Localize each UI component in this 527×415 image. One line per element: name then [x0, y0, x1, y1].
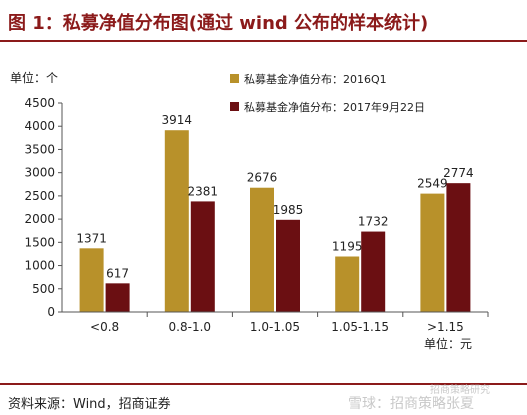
y-tick-label: 500: [32, 282, 55, 296]
x-tick-label: 0.8-1.0: [169, 320, 212, 334]
bar-chart: 单位：个 私募基金净值分布：2016Q1私募基金净值分布：2017年9月22日 …: [10, 70, 489, 351]
bar: [164, 130, 189, 312]
title-bar: 图 1：私募净值分布图(通过 wind 公布的样本统计): [0, 0, 527, 42]
legend-label: 私募基金净值分布：2016Q1: [244, 72, 387, 86]
data-label: 2549: [417, 177, 448, 191]
bar: [250, 187, 274, 312]
data-label: 1371: [76, 231, 107, 245]
y-tick-label: 2000: [24, 212, 55, 226]
x-tick-label: 1.05-1.15: [331, 320, 389, 334]
chart-title: 图 1：私募净值分布图(通过 wind 公布的样本统计): [8, 13, 429, 34]
bar: [335, 256, 360, 312]
bar: [190, 201, 215, 312]
bar: [79, 248, 104, 312]
x-tick-label: >1.15: [427, 320, 464, 334]
y-tick-label: 2500: [24, 189, 55, 203]
y-tick-label: 1000: [24, 259, 55, 273]
x-tick-label: <0.8: [90, 320, 119, 334]
data-label: 2676: [247, 171, 278, 185]
bar: [361, 231, 386, 312]
y-tick-label: 3000: [24, 166, 55, 180]
data-label: 2381: [188, 184, 219, 198]
watermark-secondary: 招商策略研究: [430, 385, 490, 396]
y-tick-label: 1500: [24, 235, 55, 249]
y-tick-label: 4000: [24, 119, 55, 133]
bar: [276, 219, 300, 312]
data-label: 3914: [162, 113, 193, 127]
legend: 私募基金净值分布：2016Q1 私募基金净值分布：2017年9月22日: [230, 72, 425, 114]
footer: 资料来源：Wind，招商证券 招商策略研究 雪球：招商策略张夏: [0, 383, 527, 415]
x-axis-unit-label: 单位：元: [424, 336, 472, 351]
source-note: 资料来源：Wind，招商证券: [8, 397, 171, 412]
y-tick-label: 3500: [24, 142, 55, 156]
data-label: 1195: [332, 239, 363, 253]
bar: [446, 183, 471, 312]
bar: [105, 283, 130, 312]
x-tick-label: 1.0-1.05: [250, 320, 300, 334]
legend-swatch: [230, 102, 239, 111]
y-tick-label: 0: [47, 305, 55, 319]
y-tick-label: 4500: [24, 96, 55, 110]
data-label: 1732: [358, 215, 389, 229]
legend-label: 私募基金净值分布：2017年9月22日: [244, 100, 425, 114]
data-label: 1985: [273, 203, 304, 217]
axes: 0 500 1000 1500 2000 2500 3000 3500 4000 4500 <0.8…: [24, 96, 489, 334]
y-axis-unit-label: 单位：个: [10, 70, 58, 85]
data-label: 2774: [443, 166, 474, 180]
watermark: 雪球：招商策略张夏: [348, 396, 474, 412]
legend-swatch: [230, 74, 239, 83]
bar: [420, 193, 445, 312]
data-label: 617: [106, 266, 129, 280]
